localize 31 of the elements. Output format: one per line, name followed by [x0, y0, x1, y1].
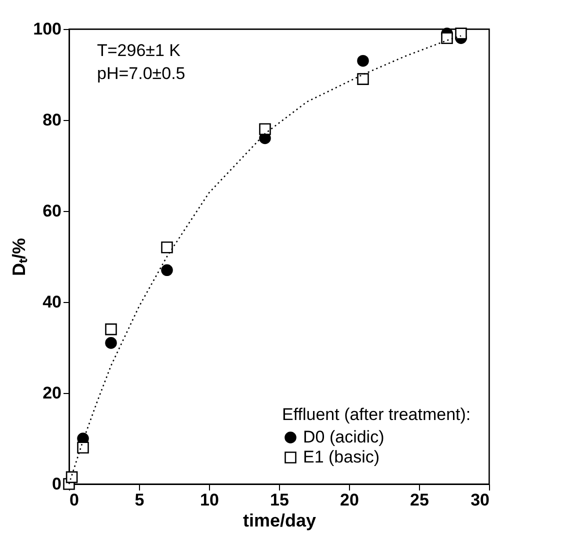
x-tick-label: 30	[470, 490, 490, 510]
x-tick-label: 15	[270, 490, 289, 510]
y-tick-label: 100	[33, 20, 62, 38]
x-tick-label: 25	[410, 490, 429, 510]
point	[105, 323, 117, 336]
annotation: T=296±1 K	[97, 41, 182, 60]
legend-title: Effluent (after treatment):	[282, 405, 471, 424]
point	[455, 28, 467, 40]
point	[441, 32, 453, 44]
y-tick-label: 40	[42, 292, 62, 312]
point	[105, 337, 117, 349]
point	[66, 471, 78, 484]
point	[161, 242, 173, 254]
x-axis-title: time/day	[242, 510, 316, 530]
legend-label: D0 (acidic)	[303, 428, 384, 446]
x-tick-label: 5	[134, 490, 144, 510]
y-axis-title: Dₜ/%	[9, 238, 30, 276]
x-tick-label: 20	[340, 490, 359, 510]
y-tick-label: 20	[42, 384, 62, 402]
legend-label: E1 (basic)	[303, 448, 380, 466]
point	[357, 54, 369, 67]
y-tick-label: 60	[42, 202, 62, 220]
point	[259, 123, 271, 135]
point	[77, 442, 89, 454]
annotation: pH=7.0±0.5	[97, 64, 186, 83]
y-tick-label: 0	[52, 474, 62, 494]
y-tick-label: 80	[42, 110, 62, 130]
x-tick-label: 10	[200, 490, 219, 510]
x-tick-label: 0	[70, 490, 79, 510]
point	[161, 264, 173, 276]
point	[357, 73, 369, 85]
